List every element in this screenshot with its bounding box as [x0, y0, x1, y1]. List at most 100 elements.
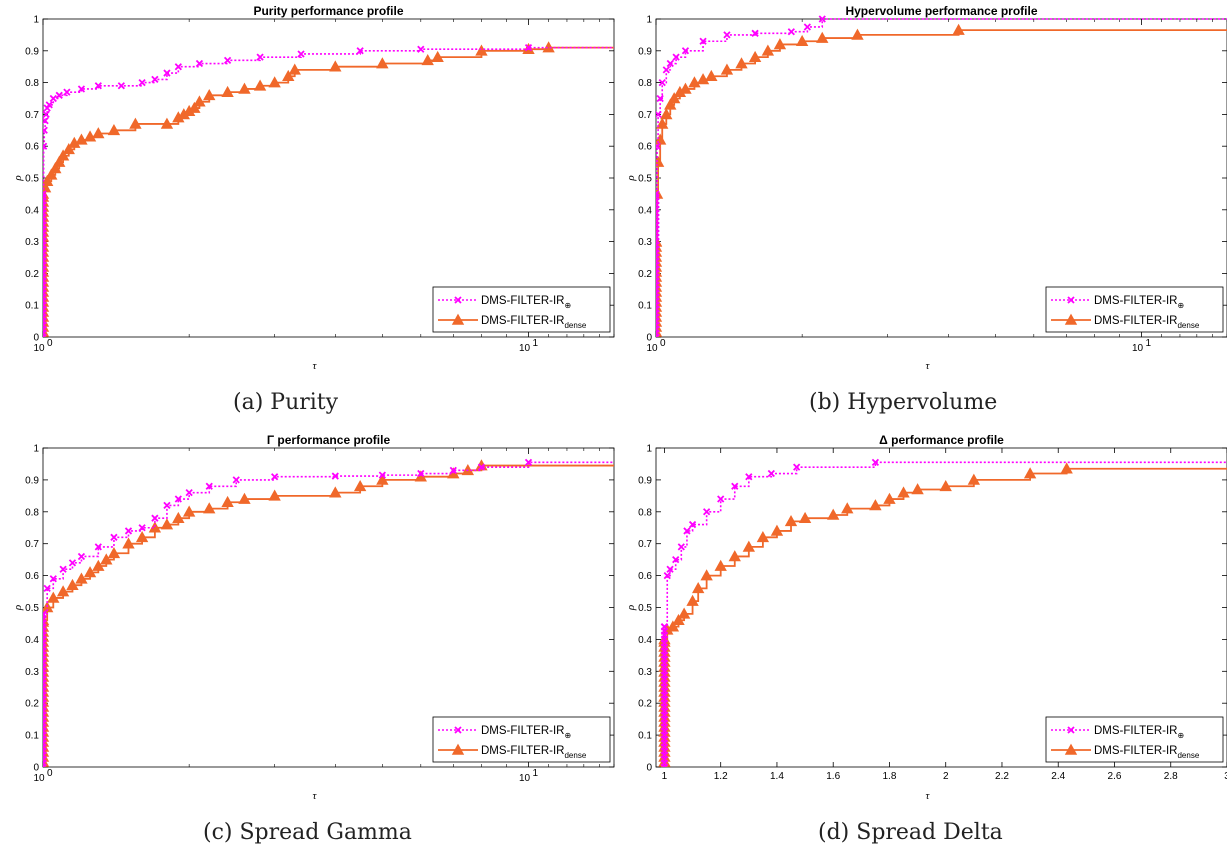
marker-x [666, 565, 674, 573]
y-tick-label: 0.7 [25, 539, 39, 550]
marker-x [454, 296, 462, 304]
y-tick-label: 1 [646, 444, 652, 455]
x-tick-label: 2.4 [1051, 771, 1065, 782]
marker-x [672, 53, 680, 61]
chart-title: Purity performance profile [253, 4, 403, 18]
marker-x [77, 85, 86, 93]
x-tick-label: 2.8 [1164, 771, 1178, 782]
marker-triangle [160, 117, 174, 129]
marker-triangle [129, 117, 142, 129]
chart-spread-delta: Δ performance profile 0 0.1 0.2 0.3 0.4 0.5 0.6… [613, 430, 1227, 859]
y-tick-label: 0.8 [638, 78, 652, 89]
marker-x [110, 533, 118, 541]
marker-triangle [268, 489, 281, 501]
marker-triangle [421, 54, 434, 66]
x-axis-label: τ [926, 790, 931, 802]
marker-x [723, 31, 731, 39]
marker-triangle [696, 73, 710, 85]
chart-title: Γ performance profile [267, 433, 391, 447]
x-tick-exponent: 1 [1146, 338, 1152, 349]
legend-label: DMS-FILTER-IR⊕ [1094, 725, 1184, 740]
marker-triangle [656, 155, 665, 167]
chart-caption: (c) Spread Gamma [203, 820, 412, 845]
marker-triangle [897, 486, 910, 498]
marker-triangle [83, 566, 97, 578]
marker-triangle [431, 50, 444, 62]
marker-triangle [451, 313, 465, 325]
marker-triangle [816, 31, 829, 43]
marker-x [662, 66, 670, 74]
chart-spread-delta-svg: Δ performance profile 0 0.1 0.2 0.3 0.4 0.5 0.6… [625, 433, 1227, 802]
marker-x [232, 476, 240, 484]
chart-spread-gamma-svg: Γ performance profile 0 0.1 0.2 0.3 0.4 0.5 0.6… [12, 433, 615, 802]
y-tick-label: 0.7 [638, 539, 652, 550]
legend-label-subscript: dense [564, 751, 586, 760]
marker-triangle [107, 123, 121, 136]
marker-triangle [686, 594, 699, 606]
y-tick-label: 0.7 [25, 110, 39, 121]
marker-triangle [203, 88, 216, 101]
y-tick-label: 0.6 [638, 142, 652, 153]
marker-x [793, 463, 801, 471]
x-tick-label: 2 [943, 771, 949, 782]
marker-x [77, 552, 86, 561]
marker-triangle [672, 613, 685, 626]
y-tick-label: 0.3 [638, 237, 652, 248]
marker-x [666, 59, 674, 68]
y-tick-label: 0.5 [25, 603, 39, 614]
y-tick-label: 0.1 [638, 301, 652, 312]
marker-x [767, 469, 775, 478]
marker-x [660, 623, 669, 631]
marker-x [223, 56, 232, 64]
x-axis-label: τ [313, 360, 318, 372]
y-tick-label: 0 [33, 763, 39, 774]
chart-purity: Purity performance profile 0 0.1 0.2 0.3 0.4 0… [0, 0, 615, 430]
x-tick-label: 1.6 [826, 771, 840, 782]
marker-triangle [911, 483, 924, 495]
marker-x [1067, 296, 1075, 304]
marker-triangle [827, 508, 840, 520]
marker-triangle [705, 69, 718, 82]
chart-hypervolume-svg: Hypervolume performance profile 0 0.1 0.2 0.… [625, 4, 1227, 372]
marker-x [663, 571, 671, 580]
marker-triangle [193, 95, 206, 107]
marker-triangle [939, 479, 952, 492]
x-tick-label: 10 [33, 773, 45, 784]
marker-x [378, 471, 386, 479]
series-line-oplus [663, 461, 1227, 767]
marker-triangle [376, 57, 389, 69]
y-tick-label: 0.8 [25, 78, 39, 89]
y-tick-label: 0.9 [638, 46, 652, 57]
marker-triangle [773, 38, 787, 50]
marker-x [68, 559, 77, 567]
marker-triangle [677, 607, 691, 619]
y-tick-label: 0.1 [25, 301, 39, 312]
marker-x [151, 75, 159, 84]
marker-x [43, 110, 50, 119]
y-tick-label: 0.8 [25, 507, 39, 518]
y-tick-label: 0.5 [638, 174, 652, 185]
chart-hypervolume: Hypervolume performance profile 0 0.1 0.2 0.… [613, 0, 1227, 430]
legend-label-subscript: dense [1177, 751, 1199, 760]
y-tick-label: 0.4 [25, 205, 39, 216]
marker-x [43, 611, 47, 619]
y-tick-label: 0.6 [25, 142, 39, 153]
legend-label: DMS-FILTER-IR⊕ [481, 295, 571, 310]
marker-triangle [748, 50, 762, 62]
marker-x [124, 527, 133, 535]
marker-triangle [952, 23, 965, 35]
y-tick-label: 0.9 [638, 475, 652, 486]
y-axis-label: ρ [625, 175, 637, 181]
marker-x [331, 472, 339, 480]
x-tick-label: 10 [519, 343, 531, 354]
x-axis-label: τ [313, 790, 318, 802]
marker-x [256, 53, 264, 61]
chart-caption: (a) Purity [233, 390, 339, 415]
marker-x [43, 193, 47, 201]
marker-triangle [53, 155, 66, 167]
marker-triangle [692, 582, 705, 594]
marker-triangle [728, 550, 741, 562]
marker-x [656, 193, 660, 201]
legend-label-subscript: ⊕ [564, 301, 571, 310]
marker-x [672, 556, 680, 564]
